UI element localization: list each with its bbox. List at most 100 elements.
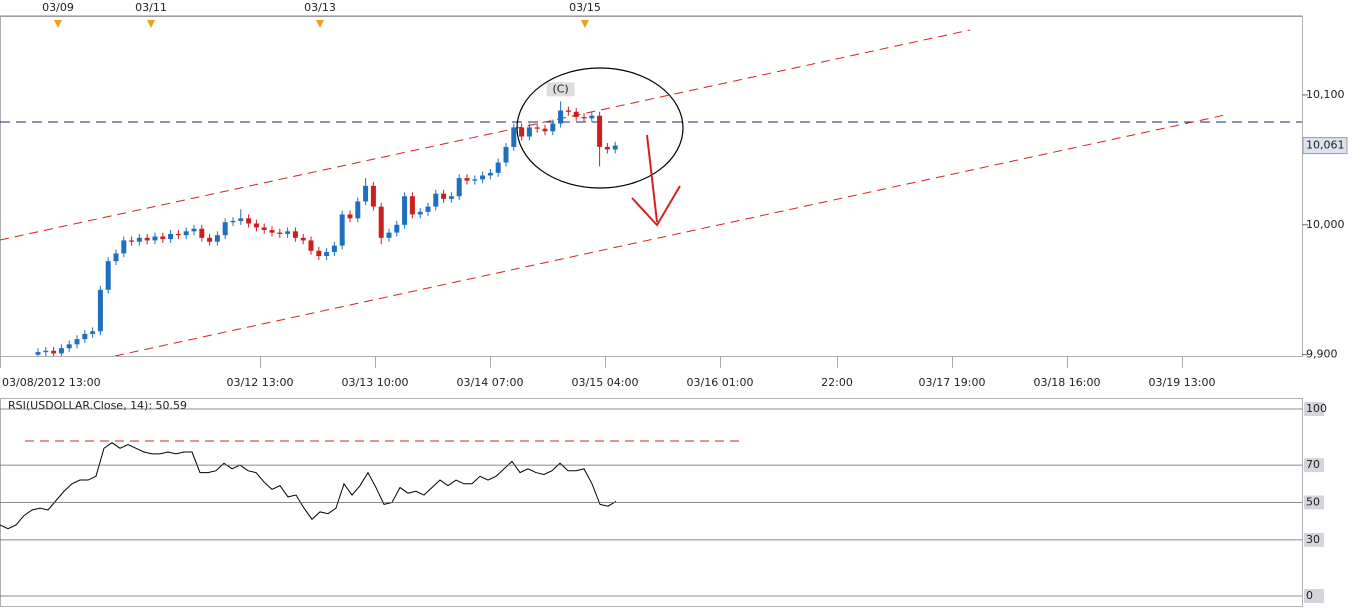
y-tick-label: 50 bbox=[1306, 496, 1320, 509]
candle-body bbox=[511, 127, 517, 147]
candle-body bbox=[191, 228, 197, 232]
annotation-box bbox=[546, 82, 575, 97]
event-marker-label: 03/13 bbox=[304, 1, 336, 14]
candle-body bbox=[339, 214, 345, 246]
candle-body bbox=[136, 237, 142, 242]
arrow-shaft bbox=[646, 134, 658, 223]
rsi-line-group bbox=[0, 442, 617, 530]
candle-body bbox=[394, 224, 400, 233]
candle-body bbox=[370, 185, 376, 207]
x-tick-label: 03/08/2012 13:00 bbox=[2, 376, 101, 389]
candle-body bbox=[472, 179, 478, 181]
candle-body bbox=[230, 220, 236, 223]
candle-body bbox=[526, 127, 532, 137]
candle-body bbox=[113, 253, 119, 262]
candle-body bbox=[58, 348, 64, 354]
channel-upper bbox=[0, 29, 971, 241]
candle-body bbox=[378, 206, 384, 238]
candle-body bbox=[386, 232, 392, 238]
candle-body bbox=[363, 185, 369, 202]
candle-body bbox=[324, 252, 330, 256]
candle-body bbox=[308, 240, 314, 251]
candle-body bbox=[199, 228, 205, 238]
candle-body bbox=[168, 233, 174, 240]
candle-body bbox=[597, 115, 603, 147]
candle-body bbox=[300, 237, 306, 241]
x-tick-label: 03/16 01:00 bbox=[687, 376, 754, 389]
y-tick-box bbox=[1304, 532, 1324, 547]
candle-body bbox=[581, 117, 587, 119]
candle-body bbox=[433, 193, 439, 207]
candle-body bbox=[152, 236, 158, 241]
candle-body bbox=[238, 218, 244, 221]
candle-body bbox=[144, 237, 150, 241]
candle-body bbox=[542, 128, 548, 132]
y-tick-label: 100 bbox=[1306, 402, 1327, 415]
candle-body bbox=[425, 206, 431, 212]
candle-body bbox=[246, 218, 252, 224]
x-tick-label: 03/15 04:00 bbox=[572, 376, 639, 389]
y-tick-box bbox=[1304, 458, 1324, 473]
last-price-box bbox=[1302, 137, 1348, 155]
candle-body bbox=[558, 110, 564, 124]
candle-body bbox=[74, 339, 80, 345]
candle-body bbox=[355, 201, 361, 219]
candle-body bbox=[90, 331, 96, 334]
y-tick-label: 0 bbox=[1306, 589, 1313, 602]
y-tick-label: 10,000 bbox=[1306, 218, 1345, 231]
candle-body bbox=[417, 211, 423, 215]
candle-body bbox=[66, 344, 72, 349]
candle-body bbox=[35, 352, 41, 355]
candle-body bbox=[316, 250, 322, 256]
candle-body bbox=[495, 162, 501, 173]
candle-body bbox=[503, 146, 509, 163]
candle-body bbox=[612, 145, 618, 150]
candle-body bbox=[331, 245, 337, 253]
annotation: (C) bbox=[552, 82, 568, 95]
candle-body bbox=[402, 196, 408, 225]
x-tick-label: 03/18 16:00 bbox=[1034, 376, 1101, 389]
y-tick-box bbox=[1304, 495, 1324, 510]
candle-body bbox=[207, 237, 213, 242]
y-tick-label: 9,900 bbox=[1306, 348, 1338, 361]
y-tick-box bbox=[1304, 402, 1324, 416]
candle-body bbox=[292, 231, 298, 238]
candle-body bbox=[105, 261, 111, 290]
x-tick-label: 03/13 10:00 bbox=[342, 376, 409, 389]
channel-lower bbox=[114, 114, 1226, 356]
candle-body bbox=[51, 350, 57, 354]
event-marker-label: 03/11 bbox=[135, 1, 167, 14]
candle-body bbox=[121, 240, 127, 254]
candle-body bbox=[261, 227, 267, 231]
drawings bbox=[0, 29, 1302, 356]
candle-body bbox=[285, 231, 291, 234]
candle-body bbox=[604, 146, 610, 150]
event-marker bbox=[581, 20, 589, 28]
candle-body bbox=[480, 175, 486, 180]
last-price-label: 10,061 bbox=[1306, 139, 1345, 152]
candle-body bbox=[277, 232, 283, 234]
candles bbox=[35, 101, 618, 356]
event-marker-label: 03/09 bbox=[42, 1, 74, 14]
candle-body bbox=[487, 172, 493, 176]
x-tick-label: 22:00 bbox=[821, 376, 853, 389]
y-tick-label: 30 bbox=[1306, 533, 1320, 546]
x-tick-label: 03/19 13:00 bbox=[1149, 376, 1216, 389]
candle-body bbox=[253, 223, 259, 228]
x-tick-label: 03/17 19:00 bbox=[919, 376, 986, 389]
x-tick-label: 03/12 13:00 bbox=[227, 376, 294, 389]
candle-body bbox=[82, 333, 88, 340]
event-marker bbox=[147, 20, 155, 28]
rsi-title: RSI(USDOLLAR.Close, 14): 50.59 bbox=[8, 399, 187, 412]
candle-body bbox=[573, 111, 579, 118]
candle-body bbox=[347, 214, 353, 219]
candle-body bbox=[183, 231, 189, 236]
candle-body bbox=[456, 178, 462, 197]
y-tick-box bbox=[1304, 589, 1324, 603]
candle-body bbox=[214, 235, 220, 242]
y-tick-label: 10,100 bbox=[1306, 88, 1345, 101]
event-marker-label: 03/15 bbox=[569, 1, 601, 14]
candle-body bbox=[222, 222, 228, 236]
candle-body bbox=[448, 196, 454, 199]
